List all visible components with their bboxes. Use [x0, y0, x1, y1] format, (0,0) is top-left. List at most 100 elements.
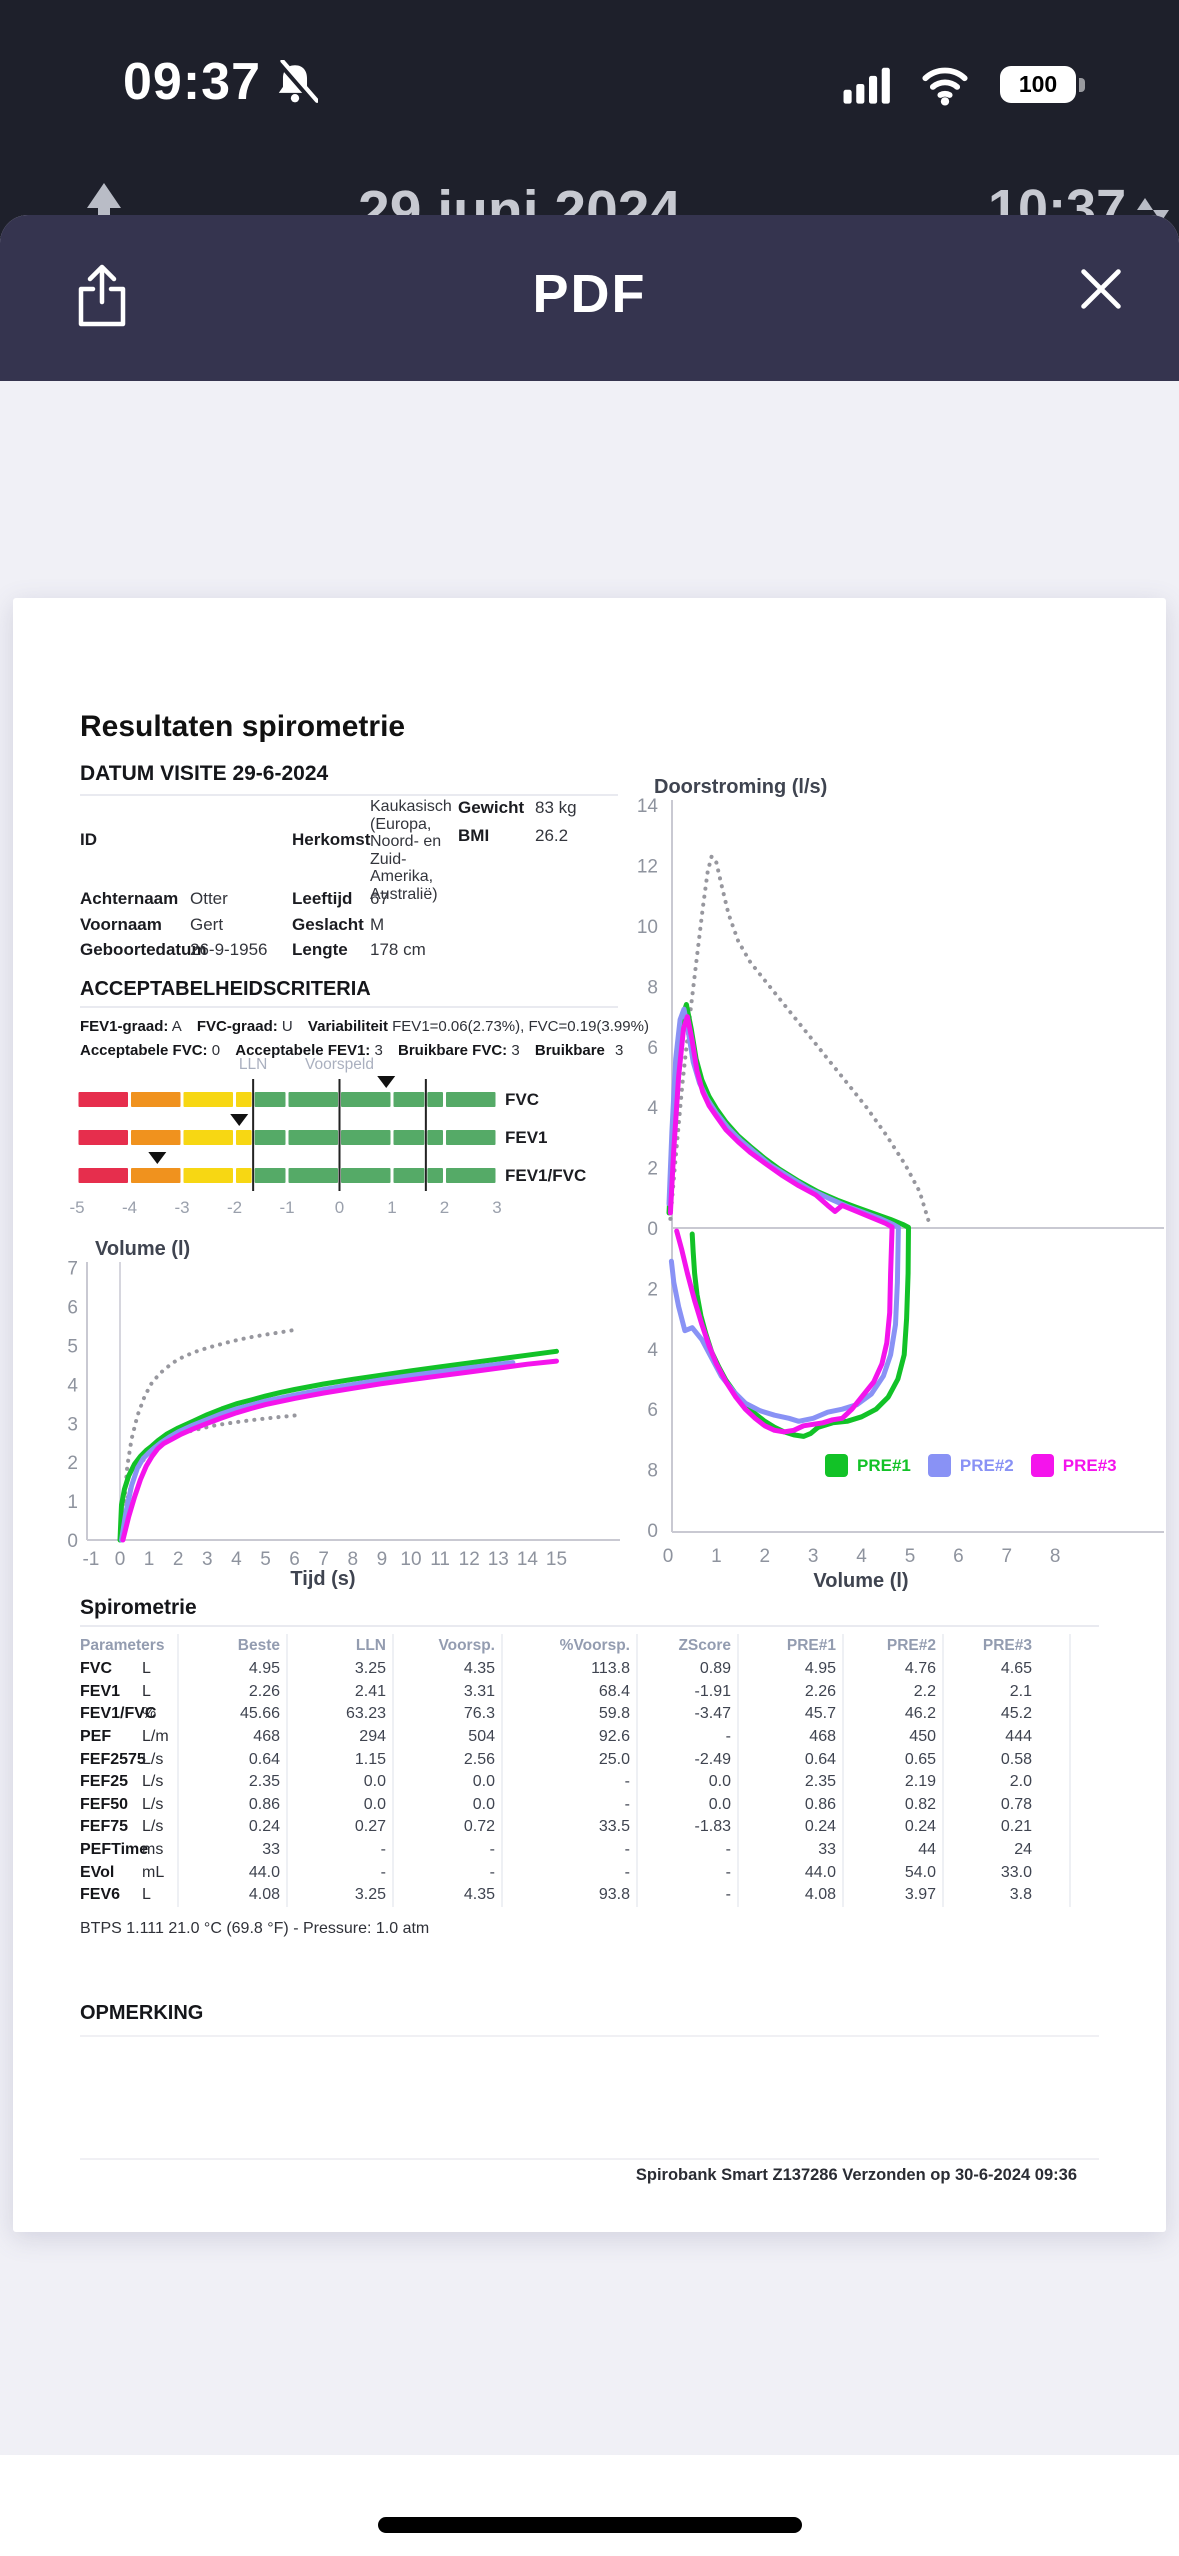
- value-cell: 93.8: [501, 1883, 637, 1907]
- divider: [80, 794, 618, 796]
- value-cell: 24: [942, 1838, 1071, 1862]
- legend-item-pre3: PRE#3: [1030, 1454, 1117, 1477]
- report-title: Resultaten spirometrie: [80, 710, 406, 743]
- svg-text:3: 3: [492, 1198, 501, 1217]
- leeftijd-value: 67: [370, 889, 389, 908]
- spirometry-table: Parameters Beste LLN Voorsp. %Voorsp. ZScore P…: [80, 1634, 1071, 1907]
- table-header-pre#1: PRE#1: [737, 1634, 843, 1658]
- value-cell: -: [501, 1770, 637, 1794]
- value-cell: 0.82: [842, 1793, 943, 1817]
- bmi-value: 26.2: [535, 826, 569, 845]
- pdf-sheet-header: PDF: [0, 215, 1179, 381]
- geslacht-label: Geslacht: [292, 915, 364, 934]
- table-header--voorsp-: %Voorsp.: [501, 1634, 637, 1658]
- svg-text:6: 6: [953, 1546, 964, 1567]
- value-cell: 33.0: [942, 1861, 1071, 1884]
- value-cell: 450: [842, 1725, 943, 1749]
- table-header-pre#2: PRE#2: [842, 1634, 943, 1658]
- value-cell: -: [636, 1883, 738, 1907]
- acceptabele-fev1-value: 3: [374, 1042, 383, 1059]
- value-cell: 468: [737, 1725, 843, 1749]
- lengte-value: 178 cm: [370, 940, 426, 959]
- bruikbare-value: 3: [615, 1042, 624, 1059]
- svg-text:2: 2: [647, 1159, 658, 1180]
- table-header-beste: Beste: [177, 1634, 287, 1658]
- svg-text:9: 9: [377, 1549, 388, 1570]
- value-cell: 3.25: [286, 1883, 393, 1907]
- pdf-scroll-area[interactable]: Resultaten spirometrie DATUM VISITE 29-6…: [0, 381, 1179, 2556]
- geslacht-value: M: [370, 915, 385, 934]
- upload-arrow-icon: [87, 183, 121, 224]
- fev1-graad-value: A: [171, 1018, 182, 1035]
- value-cell: 294: [286, 1725, 393, 1749]
- table-row: PEF L/m 468 294 504 92.6-468 450 444: [80, 1725, 1071, 1749]
- share-icon[interactable]: [70, 251, 134, 337]
- bottom-safe-area: [0, 2455, 1179, 2556]
- svg-text:-3: -3: [174, 1198, 189, 1217]
- pdf-sheet: PDF Resultaten spirometrie DATUM VISITE …: [0, 215, 1179, 2556]
- bruikbare-fvc-value: 3: [511, 1042, 520, 1059]
- svg-text:10: 10: [400, 1549, 421, 1570]
- legend-item-pre2: PRE#2: [927, 1454, 1014, 1477]
- value-cell: 0.89: [636, 1658, 738, 1681]
- clock-text: 09:37: [123, 53, 261, 111]
- svg-text:2: 2: [647, 1279, 658, 1300]
- lengte-label: Lengte: [292, 940, 348, 959]
- svg-text:2: 2: [173, 1549, 184, 1570]
- value-cell: -: [392, 1861, 502, 1884]
- svg-text:-5: -5: [69, 1198, 84, 1217]
- svg-text:3: 3: [808, 1546, 819, 1567]
- value-cell: 4.76: [842, 1658, 943, 1681]
- svg-text:FVC: FVC: [505, 1090, 539, 1109]
- value-cell: 46.2: [842, 1703, 943, 1726]
- value-cell: 0.72: [392, 1816, 502, 1839]
- value-cell: 0.0: [636, 1770, 738, 1794]
- svg-text:14: 14: [517, 1549, 539, 1570]
- svg-text:6: 6: [67, 1298, 78, 1319]
- value-cell: -1.91: [636, 1680, 738, 1704]
- svg-text:5: 5: [67, 1337, 78, 1358]
- battery-icon: 100: [1000, 66, 1076, 103]
- value-cell: 0.58: [942, 1748, 1071, 1771]
- parameter-cell: FEF75 L/s: [80, 1818, 164, 1836]
- value-cell: 4.35: [392, 1658, 502, 1681]
- value-cell: -1.83: [636, 1816, 738, 1839]
- value-cell: 0.0: [392, 1770, 502, 1794]
- close-icon[interactable]: [1075, 263, 1127, 315]
- parameter-cell: FEF25 L/s: [80, 1773, 164, 1791]
- gewicht-value: 83 kg: [535, 798, 577, 817]
- value-cell: 0.24: [177, 1816, 287, 1839]
- pre3-label: PRE#3: [1062, 1455, 1117, 1475]
- acceptabele-fev1-label: Acceptabele FEV1:: [235, 1042, 371, 1059]
- home-indicator[interactable]: [378, 2517, 802, 2533]
- svg-text:14: 14: [637, 796, 659, 817]
- value-cell: 92.6: [501, 1725, 637, 1749]
- acceptabele-fvc-label: Acceptabele FVC:: [80, 1042, 208, 1059]
- svg-text:Voorspeld: Voorspeld: [305, 1056, 374, 1073]
- svg-text:2: 2: [67, 1453, 78, 1474]
- patient-id-label: ID: [80, 830, 97, 849]
- value-cell: 0.0: [286, 1793, 393, 1817]
- value-cell: 3.25: [286, 1658, 393, 1681]
- value-cell: 2.0: [942, 1770, 1071, 1794]
- table-row: EVol mL 44.0- - - -44.0 54.0 33.0: [80, 1861, 1071, 1884]
- value-cell: 2.41: [286, 1680, 393, 1704]
- svg-text:LLN: LLN: [239, 1056, 267, 1073]
- value-cell: 2.35: [737, 1770, 843, 1794]
- svg-text:7: 7: [1002, 1546, 1013, 1567]
- spirometry-heading: Spirometrie: [80, 1596, 197, 1619]
- device-footer: Spirobank Smart Z137286 Verzonden op 30-…: [635, 2166, 1077, 2184]
- value-cell: -2.49: [636, 1748, 738, 1771]
- svg-text:10: 10: [637, 917, 658, 938]
- svg-text:6: 6: [647, 1400, 658, 1421]
- value-cell: 4.08: [737, 1883, 843, 1907]
- value-cell: 68.4: [501, 1680, 637, 1704]
- divider: [80, 2158, 1099, 2160]
- svg-text:1: 1: [144, 1549, 155, 1570]
- value-cell: 33: [737, 1838, 843, 1862]
- value-cell: 4.08: [177, 1883, 287, 1907]
- variabiliteit-value: FEV1=0.06(2.73%), FVC=0.19(3.99%): [392, 1018, 649, 1035]
- acceptabele-fvc-value: 0: [211, 1042, 221, 1059]
